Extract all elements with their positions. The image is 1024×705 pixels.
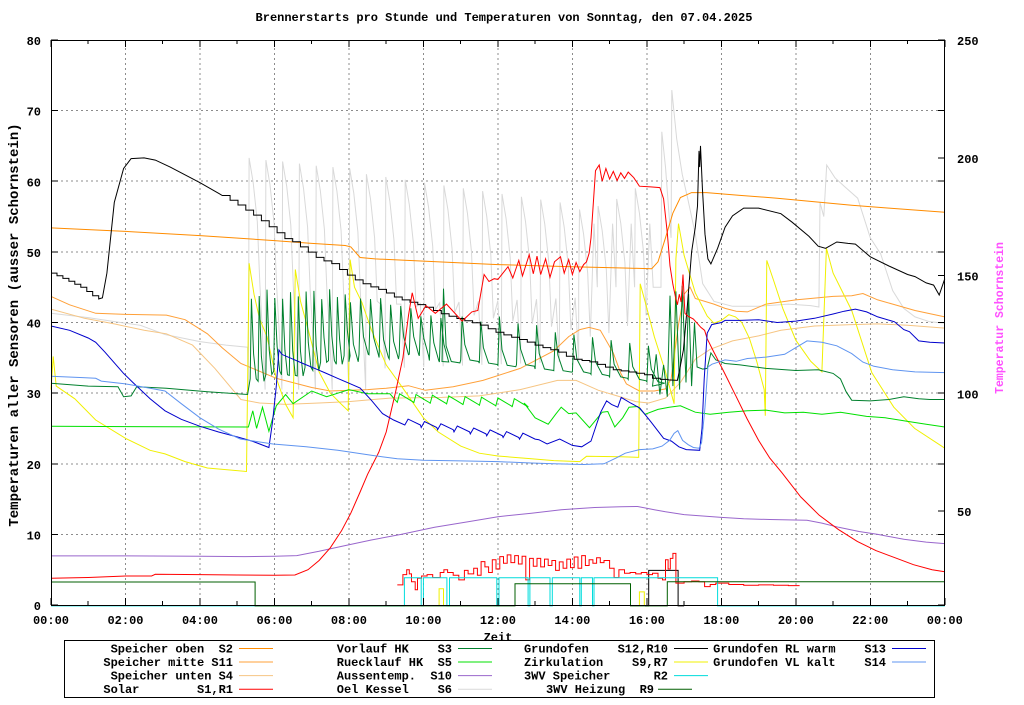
svg-text:3WV Speicher R2: 3WV Speicher R2 [524,670,668,684]
svg-text:Temperaturen aller Sensoren (a: Temperaturen aller Sensoren (ausser Scho… [7,123,23,526]
svg-text:30: 30 [27,388,41,402]
svg-text:Oel Kessel S6: Oel Kessel S6 [337,683,452,697]
svg-text:00:00: 00:00 [927,614,963,628]
svg-text:Zirkulation S9,R7: Zirkulation S9,R7 [524,656,668,670]
svg-text:12:00: 12:00 [480,614,516,628]
svg-text:80: 80 [27,35,41,49]
svg-text:08:00: 08:00 [331,614,367,628]
svg-text:150: 150 [957,271,979,285]
svg-text:100: 100 [957,388,979,402]
svg-text:Grundofen VL kalt S14: Grundofen VL kalt S14 [713,656,886,670]
svg-text:250: 250 [957,35,979,49]
svg-text:Speicher mitte S11: Speicher mitte S11 [103,656,233,670]
svg-text:Brennerstarts pro Stunde und T: Brennerstarts pro Stunde und Temperature… [256,11,753,25]
svg-text:Vorlauf HK S3: Vorlauf HK S3 [337,643,452,657]
svg-text:00:00: 00:00 [33,614,69,628]
svg-text:20:00: 20:00 [778,614,814,628]
svg-text:14:00: 14:00 [554,614,590,628]
svg-text:0: 0 [34,600,41,614]
svg-text:70: 70 [27,106,41,120]
svg-text:50: 50 [957,506,971,520]
svg-text:18:00: 18:00 [703,614,739,628]
svg-text:Speicher oben S2: Speicher oben S2 [111,643,233,657]
svg-text:Ruecklauf HK S5: Ruecklauf HK S5 [337,656,452,670]
svg-text:02:00: 02:00 [107,614,143,628]
svg-text:10:00: 10:00 [405,614,441,628]
svg-text:50: 50 [27,247,41,261]
svg-text:Solar S1,R1: Solar S1,R1 [103,683,233,697]
svg-text:20: 20 [27,459,41,473]
svg-text:3WV Heizung R9: 3WV Heizung R9 [546,683,654,697]
svg-text:04:00: 04:00 [182,614,218,628]
svg-text:60: 60 [27,176,41,190]
svg-text:40: 40 [27,318,41,332]
svg-text:200: 200 [957,153,979,167]
svg-text:16:00: 16:00 [629,614,665,628]
svg-text:Temperatur Schornstein: Temperatur Schornstein [994,242,1007,394]
svg-text:06:00: 06:00 [256,614,292,628]
svg-text:Grundofen RL warm S13: Grundofen RL warm S13 [713,643,886,657]
svg-text:22:00: 22:00 [852,614,888,628]
svg-text:Aussentemp. S10: Aussentemp. S10 [337,670,452,684]
svg-text:10: 10 [27,529,41,543]
svg-text:Speicher unten S4: Speicher unten S4 [111,670,233,684]
svg-text:Grundofen S12,R10: Grundofen S12,R10 [524,643,668,657]
